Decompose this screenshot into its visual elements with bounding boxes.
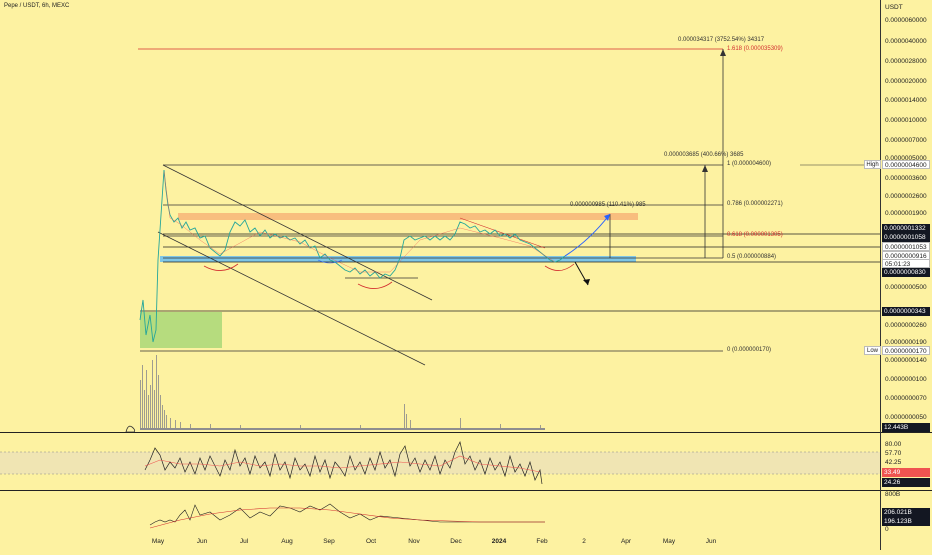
arrow-head xyxy=(702,165,708,172)
price-tag: 0.0000000830 xyxy=(882,268,930,277)
axis-tick: 0.0000000260 xyxy=(885,322,927,329)
rsi-tag: 33.49 xyxy=(882,468,930,477)
volume-base xyxy=(140,428,545,430)
rsi-ma-series xyxy=(144,455,541,473)
high-label: High xyxy=(864,160,881,169)
time-tick: Oct xyxy=(365,538,377,545)
panel-divider xyxy=(0,490,932,491)
arrow-head xyxy=(604,214,610,221)
measure-mid-label: 0.000003685 (400.66%) 3685 xyxy=(664,152,744,158)
time-tick: Feb xyxy=(536,538,548,545)
fib-05-label: 0.5 (0.000000884) xyxy=(727,254,777,260)
time-tick: 2024 xyxy=(491,538,507,545)
price-tag: 0.0000000343 xyxy=(882,307,930,316)
time-tick: Nov xyxy=(408,538,420,545)
indicator-tag: 196.123B xyxy=(882,517,930,526)
red-arc xyxy=(357,281,393,289)
volume-tick: 800B xyxy=(885,491,901,498)
trendline-red xyxy=(459,217,546,249)
time-tick: Aug xyxy=(281,538,293,545)
trendline-upper xyxy=(162,164,433,301)
axis-tick: 0.0000000140 xyxy=(885,357,927,364)
rsi-tick: 80.00 xyxy=(885,441,902,448)
axis-tick: 0.0000060000 xyxy=(885,17,927,24)
fib-1618-label: 1.618 (0.000035309) xyxy=(727,46,783,52)
axis-tick: 0.0000001900 xyxy=(885,210,927,217)
price-tag: 0.0000001058 xyxy=(882,233,930,242)
fib-786-label: 0.786 (0.000002271) xyxy=(727,201,783,207)
measure-big-label: 0.000034317 (3752.54%) 34317 xyxy=(678,37,765,43)
currency-label: USDT xyxy=(885,4,903,11)
time-tick: May xyxy=(151,538,165,545)
axis-tick: 0.0000000190 xyxy=(885,339,927,346)
axis-tick: 0.0000010000 xyxy=(885,117,927,124)
volume-tag: 12.443B xyxy=(882,423,930,432)
time-tick: Jun xyxy=(196,538,208,545)
price-axis[interactable]: USDT 0.0000060000 0.0000040000 0.0000028… xyxy=(880,0,932,550)
resistance-zone xyxy=(178,213,638,220)
time-tick: May xyxy=(662,538,676,545)
time-tick: Jul xyxy=(239,538,249,545)
time-tick: 2 xyxy=(582,538,586,545)
axis-tick: 0.0000028000 xyxy=(885,58,927,65)
axis-tick: 0.0000000500 xyxy=(885,284,927,291)
low-label: Low xyxy=(864,346,881,355)
rsi-tick: 42.25 xyxy=(885,459,902,466)
time-tick: Sep xyxy=(323,538,335,545)
accumulation-zone xyxy=(140,312,222,348)
blue-arc xyxy=(317,259,343,264)
red-arc xyxy=(203,263,239,271)
axis-tick: 0.0000007000 xyxy=(885,137,927,144)
indicator-ma-series xyxy=(149,507,545,529)
time-tick: Jun xyxy=(705,538,717,545)
price-tag: 0.0000001053 xyxy=(882,242,930,251)
price-chart[interactable] xyxy=(0,0,880,550)
axis-tick: 0.0000003600 xyxy=(885,175,927,182)
high-price-tag: 0.0000004600 xyxy=(882,160,930,169)
fib-1-label: 1 (0.000004600) xyxy=(727,161,772,167)
mascot-icon xyxy=(125,425,136,433)
axis-tick: 0.0000000050 xyxy=(885,414,927,421)
axis-tick: 0.0000000070 xyxy=(885,395,927,402)
fib-618-label: 0.618 (0.000001305) xyxy=(727,232,783,238)
volume-bars xyxy=(140,355,541,430)
countdown-tag: 05:01:23 xyxy=(882,259,930,268)
price-series-down xyxy=(163,171,556,273)
support-zone xyxy=(160,256,636,262)
indicator-tag: 206.021B xyxy=(882,508,930,517)
axis-tick: 0.0000005000 xyxy=(885,155,927,162)
symbol-title: Pepe / USDT, 6h, MEXC xyxy=(4,3,70,9)
price-tag: 0.0000001332 xyxy=(882,224,930,233)
trendline-lower xyxy=(157,231,426,366)
axis-tick: 0.0000020000 xyxy=(885,78,927,85)
panel-divider xyxy=(0,432,932,433)
chart-canvas[interactable] xyxy=(0,0,880,550)
low-price-tag: 0.0000000170 xyxy=(882,346,930,355)
price-series xyxy=(139,169,566,343)
time-tick: Dec xyxy=(450,538,462,545)
rsi-band xyxy=(0,452,880,474)
arrow-head xyxy=(720,49,726,56)
rsi-ma-tag: 24.26 xyxy=(882,478,930,487)
axis-tick: 0.0000002600 xyxy=(885,193,927,200)
red-arc xyxy=(544,263,575,271)
projection-arrow-up xyxy=(564,213,611,257)
measure-small-label: 0.000000985 (110.41%) 985 xyxy=(570,202,646,208)
volume-tick: 0 xyxy=(885,526,889,533)
axis-tick: 0.0000000100 xyxy=(885,376,927,383)
time-tick: Apr xyxy=(620,538,632,545)
fib-0-label: 0 (0.000000170) xyxy=(727,347,772,353)
arrow-head xyxy=(583,279,590,285)
axis-tick: 0.0000014000 xyxy=(885,97,927,104)
axis-tick: 0.0000040000 xyxy=(885,38,927,45)
rsi-tick: 57.70 xyxy=(885,450,902,457)
